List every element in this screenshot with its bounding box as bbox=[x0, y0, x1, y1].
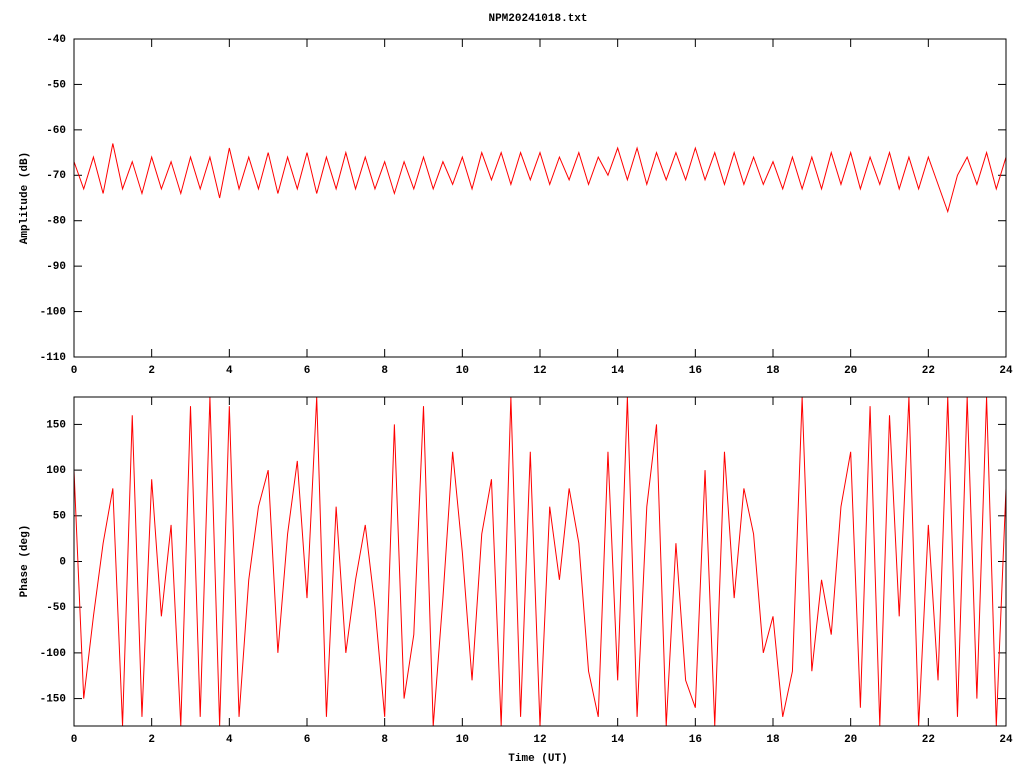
x-tick-label: 24 bbox=[999, 365, 1013, 377]
x-tick-label: 4 bbox=[226, 365, 233, 377]
data-line bbox=[74, 143, 1006, 214]
x-tick-label: 8 bbox=[381, 734, 388, 746]
y-tick-label: -100 bbox=[40, 648, 66, 660]
x-tick-label: 16 bbox=[689, 365, 702, 377]
y-tick-label: -60 bbox=[46, 125, 66, 137]
x-tick-label: 24 bbox=[999, 734, 1013, 746]
x-tick-label: 20 bbox=[844, 365, 857, 377]
x-tick-label: 4 bbox=[226, 734, 233, 746]
x-tick-label: 6 bbox=[304, 365, 311, 377]
y-tick-label: -70 bbox=[46, 170, 66, 182]
y-tick-label: 0 bbox=[59, 556, 66, 568]
x-tick-label: 2 bbox=[148, 734, 155, 746]
x-tick-label: 0 bbox=[71, 734, 78, 746]
x-tick-label: 0 bbox=[71, 365, 78, 377]
x-tick-label: 2 bbox=[148, 365, 155, 377]
x-tick-label: 8 bbox=[381, 365, 388, 377]
x-tick-label: 18 bbox=[766, 365, 780, 377]
x-tick-label: 14 bbox=[611, 734, 625, 746]
y-tick-label: -40 bbox=[46, 34, 66, 46]
chart-title: NPM20241018.txt bbox=[488, 13, 587, 25]
x-tick-label: 6 bbox=[304, 734, 311, 746]
data-line bbox=[74, 397, 1006, 726]
x-tick-label: 20 bbox=[844, 734, 857, 746]
x-tick-label: 22 bbox=[922, 734, 935, 746]
plot-border bbox=[73, 396, 1007, 727]
y-tick-label: -90 bbox=[46, 261, 66, 273]
x-tick-label: 18 bbox=[766, 734, 780, 746]
x-tick-label: 10 bbox=[456, 365, 469, 377]
y-axis-label: Amplitude (dB) bbox=[19, 152, 31, 244]
x-tick-label: 12 bbox=[533, 365, 546, 377]
y-axis-label: Phase (deg) bbox=[19, 525, 31, 598]
x-tick-label: 16 bbox=[689, 734, 702, 746]
x-tick-label: 22 bbox=[922, 365, 935, 377]
y-tick-label: 100 bbox=[46, 465, 66, 477]
y-tick-label: 150 bbox=[46, 419, 66, 431]
x-tick-label: 10 bbox=[456, 734, 469, 746]
y-tick-label: -110 bbox=[40, 352, 66, 364]
y-tick-label: -150 bbox=[40, 693, 66, 705]
x-axis-label: Time (UT) bbox=[508, 753, 567, 765]
y-tick-label: -100 bbox=[40, 306, 66, 318]
y-tick-label: -50 bbox=[46, 79, 66, 91]
y-tick-label: -80 bbox=[46, 216, 66, 228]
x-tick-label: 12 bbox=[533, 734, 546, 746]
plot-border bbox=[73, 38, 1007, 358]
y-tick-label: -50 bbox=[46, 602, 66, 614]
x-tick-label: 14 bbox=[611, 365, 625, 377]
y-tick-label: 50 bbox=[53, 511, 66, 523]
